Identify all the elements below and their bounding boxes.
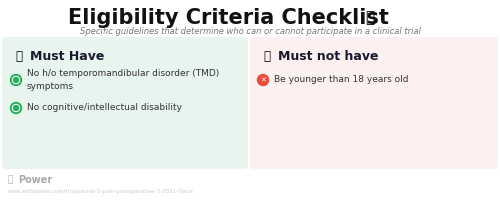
Circle shape: [12, 77, 20, 84]
Circle shape: [12, 104, 20, 111]
Text: ✕: ✕: [260, 77, 266, 83]
Text: No cognitive/intellectual disability: No cognitive/intellectual disability: [27, 104, 182, 112]
Text: 📋: 📋: [365, 11, 374, 26]
FancyBboxPatch shape: [2, 37, 248, 169]
Text: Eligibility Criteria Checklist: Eligibility Criteria Checklist: [68, 8, 388, 28]
Text: ⏻: ⏻: [8, 176, 14, 184]
Text: Power: Power: [18, 175, 52, 185]
Text: Specific guidelines that determine who can or cannot participate in a clinical t: Specific guidelines that determine who c…: [80, 27, 420, 37]
Circle shape: [10, 74, 22, 85]
Text: Must not have: Must not have: [278, 50, 378, 64]
Circle shape: [14, 77, 18, 83]
Text: No h/o temporomandibular disorder (TMD)
symptoms: No h/o temporomandibular disorder (TMD) …: [27, 69, 219, 91]
Text: Be younger than 18 years old: Be younger than 18 years old: [274, 76, 408, 84]
Text: www.withpower.com/trial/phase-5-pain-postoperative-3-2021-0laca: www.withpower.com/trial/phase-5-pain-pos…: [8, 189, 194, 195]
Circle shape: [14, 106, 18, 111]
Text: 👍: 👍: [15, 50, 22, 64]
Circle shape: [258, 74, 268, 85]
Text: 👎: 👎: [263, 50, 270, 64]
Text: Must Have: Must Have: [30, 50, 104, 64]
FancyBboxPatch shape: [250, 37, 498, 169]
Circle shape: [10, 103, 22, 114]
